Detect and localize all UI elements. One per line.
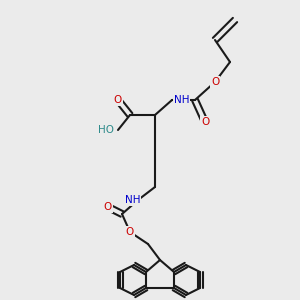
Text: O: O — [201, 117, 209, 127]
Text: NH: NH — [124, 195, 140, 205]
Text: HO: HO — [98, 125, 114, 135]
Text: O: O — [114, 95, 122, 105]
Text: O: O — [104, 202, 112, 212]
Text: O: O — [126, 227, 134, 237]
Text: O: O — [211, 77, 219, 87]
Text: NH: NH — [174, 95, 190, 105]
